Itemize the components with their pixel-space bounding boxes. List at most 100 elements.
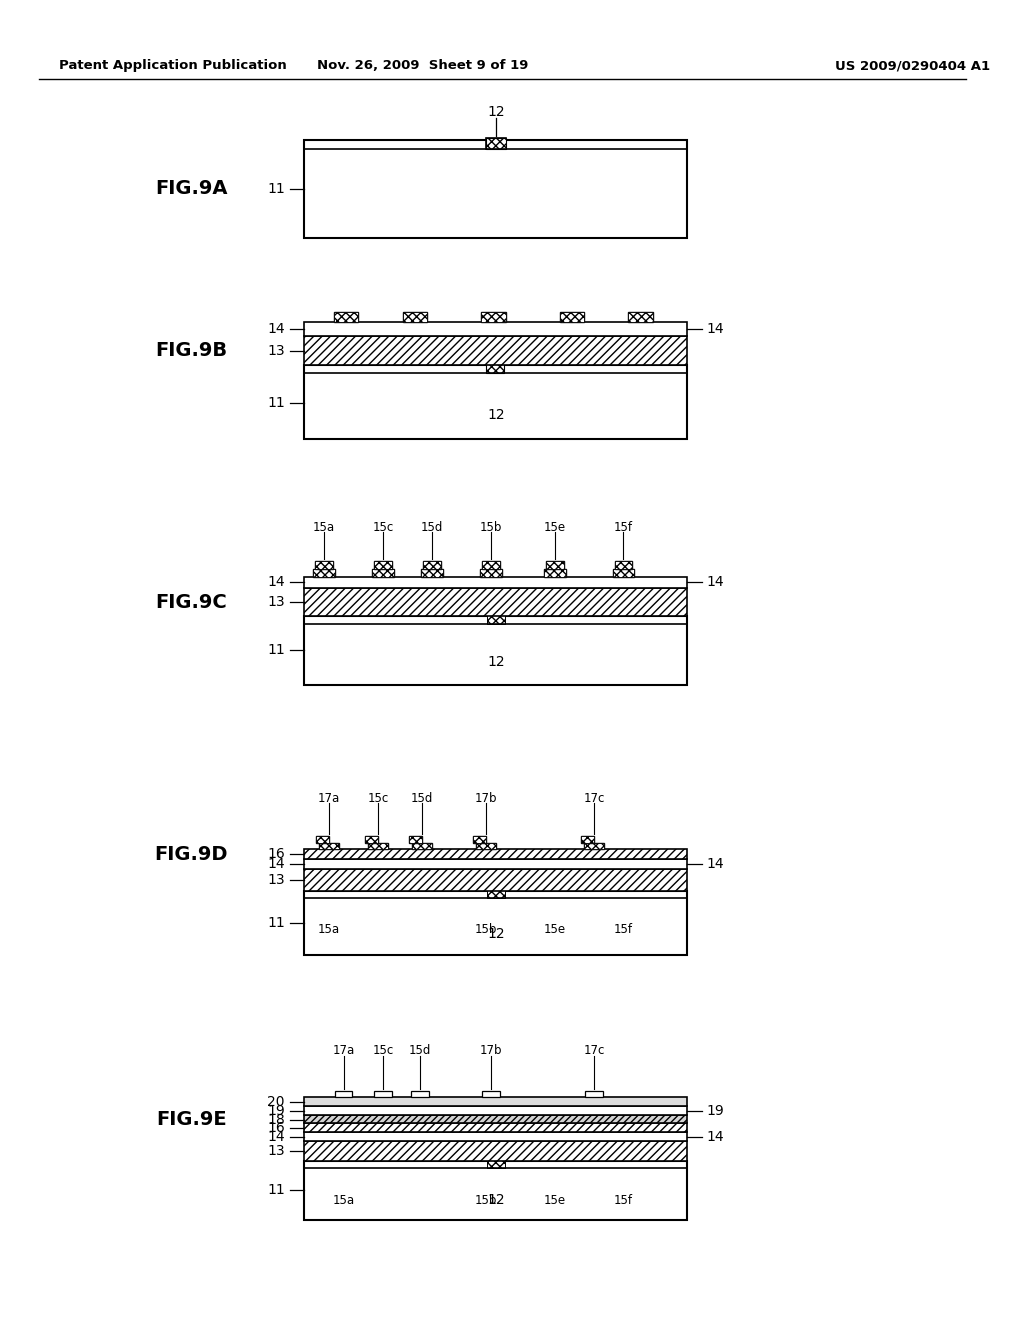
Text: 15c: 15c [368, 792, 389, 805]
Text: 17a: 17a [317, 792, 340, 805]
Text: 12: 12 [487, 655, 505, 669]
Text: Nov. 26, 2009  Sheet 9 of 19: Nov. 26, 2009 Sheet 9 of 19 [316, 59, 528, 73]
Bar [304, 577, 687, 589]
Bar [402, 313, 427, 322]
Text: 12: 12 [487, 927, 505, 941]
Text: 17b: 17b [475, 792, 498, 805]
Text: 12: 12 [487, 1193, 505, 1206]
Text: 17c: 17c [584, 1044, 605, 1057]
Bar [366, 836, 378, 842]
Bar [412, 1092, 429, 1097]
Text: 16: 16 [267, 847, 285, 862]
Text: 15a: 15a [317, 923, 340, 936]
Bar [560, 313, 585, 322]
Bar [372, 569, 393, 577]
Bar [476, 842, 496, 850]
Bar [372, 569, 393, 577]
Bar [304, 850, 687, 859]
Bar [486, 363, 504, 374]
Bar [487, 615, 505, 623]
Text: 13: 13 [267, 1144, 285, 1158]
Bar [304, 1133, 687, 1140]
Bar [410, 836, 422, 842]
Text: 15c: 15c [373, 1044, 393, 1057]
Bar [480, 569, 502, 577]
Text: 19: 19 [707, 1104, 725, 1118]
Text: 15d: 15d [409, 1044, 431, 1057]
Bar [585, 842, 604, 850]
Bar [319, 842, 339, 850]
Bar [374, 561, 392, 569]
Text: 12: 12 [487, 408, 505, 421]
Bar [629, 313, 653, 322]
Bar [486, 137, 506, 149]
Bar [304, 322, 687, 337]
Text: 13: 13 [267, 873, 285, 887]
Text: 15d: 15d [411, 792, 433, 805]
Text: 15b: 15b [479, 521, 502, 535]
Text: US 2009/0290404 A1: US 2009/0290404 A1 [835, 59, 990, 73]
Bar [560, 313, 585, 322]
Text: 15c: 15c [373, 521, 393, 535]
Text: FIG.9D: FIG.9D [155, 845, 228, 863]
Bar [473, 836, 486, 842]
Text: 15e: 15e [544, 1193, 566, 1206]
Bar [546, 561, 563, 569]
Text: 15a: 15a [333, 1193, 354, 1206]
Text: 14: 14 [267, 857, 285, 871]
Bar [369, 842, 388, 850]
Bar [402, 313, 427, 322]
Bar [486, 137, 506, 149]
Text: 12: 12 [487, 106, 505, 119]
Bar [544, 569, 565, 577]
Text: 15e: 15e [544, 521, 566, 535]
Bar [612, 569, 634, 577]
Text: 14: 14 [267, 322, 285, 337]
Text: 13: 13 [267, 343, 285, 358]
Text: 15f: 15f [614, 923, 633, 936]
Bar [366, 836, 378, 842]
Text: 14: 14 [707, 576, 725, 590]
Bar [487, 1160, 505, 1168]
Bar [304, 869, 687, 891]
Text: 14: 14 [707, 322, 725, 337]
Bar [304, 1114, 687, 1123]
Text: 19: 19 [267, 1104, 285, 1118]
Bar [304, 1160, 687, 1220]
Text: 11: 11 [267, 396, 285, 409]
Text: 14: 14 [707, 857, 725, 871]
Bar [487, 890, 505, 898]
Text: 15d: 15d [421, 521, 443, 535]
Bar [482, 561, 500, 569]
Text: 16: 16 [267, 1122, 285, 1135]
Bar [614, 561, 632, 569]
Bar [481, 313, 506, 322]
Bar [334, 313, 358, 322]
Bar [612, 569, 634, 577]
Bar [304, 589, 687, 616]
Bar [304, 616, 687, 685]
Bar [423, 561, 441, 569]
Bar [304, 337, 687, 366]
Bar [544, 569, 565, 577]
Text: 15b: 15b [475, 923, 498, 936]
Bar [304, 859, 687, 869]
Text: FIG.9E: FIG.9E [156, 1110, 226, 1129]
Text: 11: 11 [267, 1183, 285, 1197]
Bar [315, 561, 333, 569]
Bar [374, 561, 392, 569]
Bar [374, 1092, 392, 1097]
Bar [313, 569, 335, 577]
Bar [629, 313, 653, 322]
Bar [482, 1092, 500, 1097]
Text: 14: 14 [267, 1130, 285, 1144]
Bar [304, 1140, 687, 1160]
Bar [476, 842, 496, 850]
Bar [585, 1092, 603, 1097]
Bar [315, 561, 333, 569]
Bar [335, 1092, 352, 1097]
Bar [304, 1106, 687, 1114]
Text: FIG.9A: FIG.9A [156, 180, 227, 198]
Bar [316, 836, 329, 842]
Bar [582, 836, 594, 842]
